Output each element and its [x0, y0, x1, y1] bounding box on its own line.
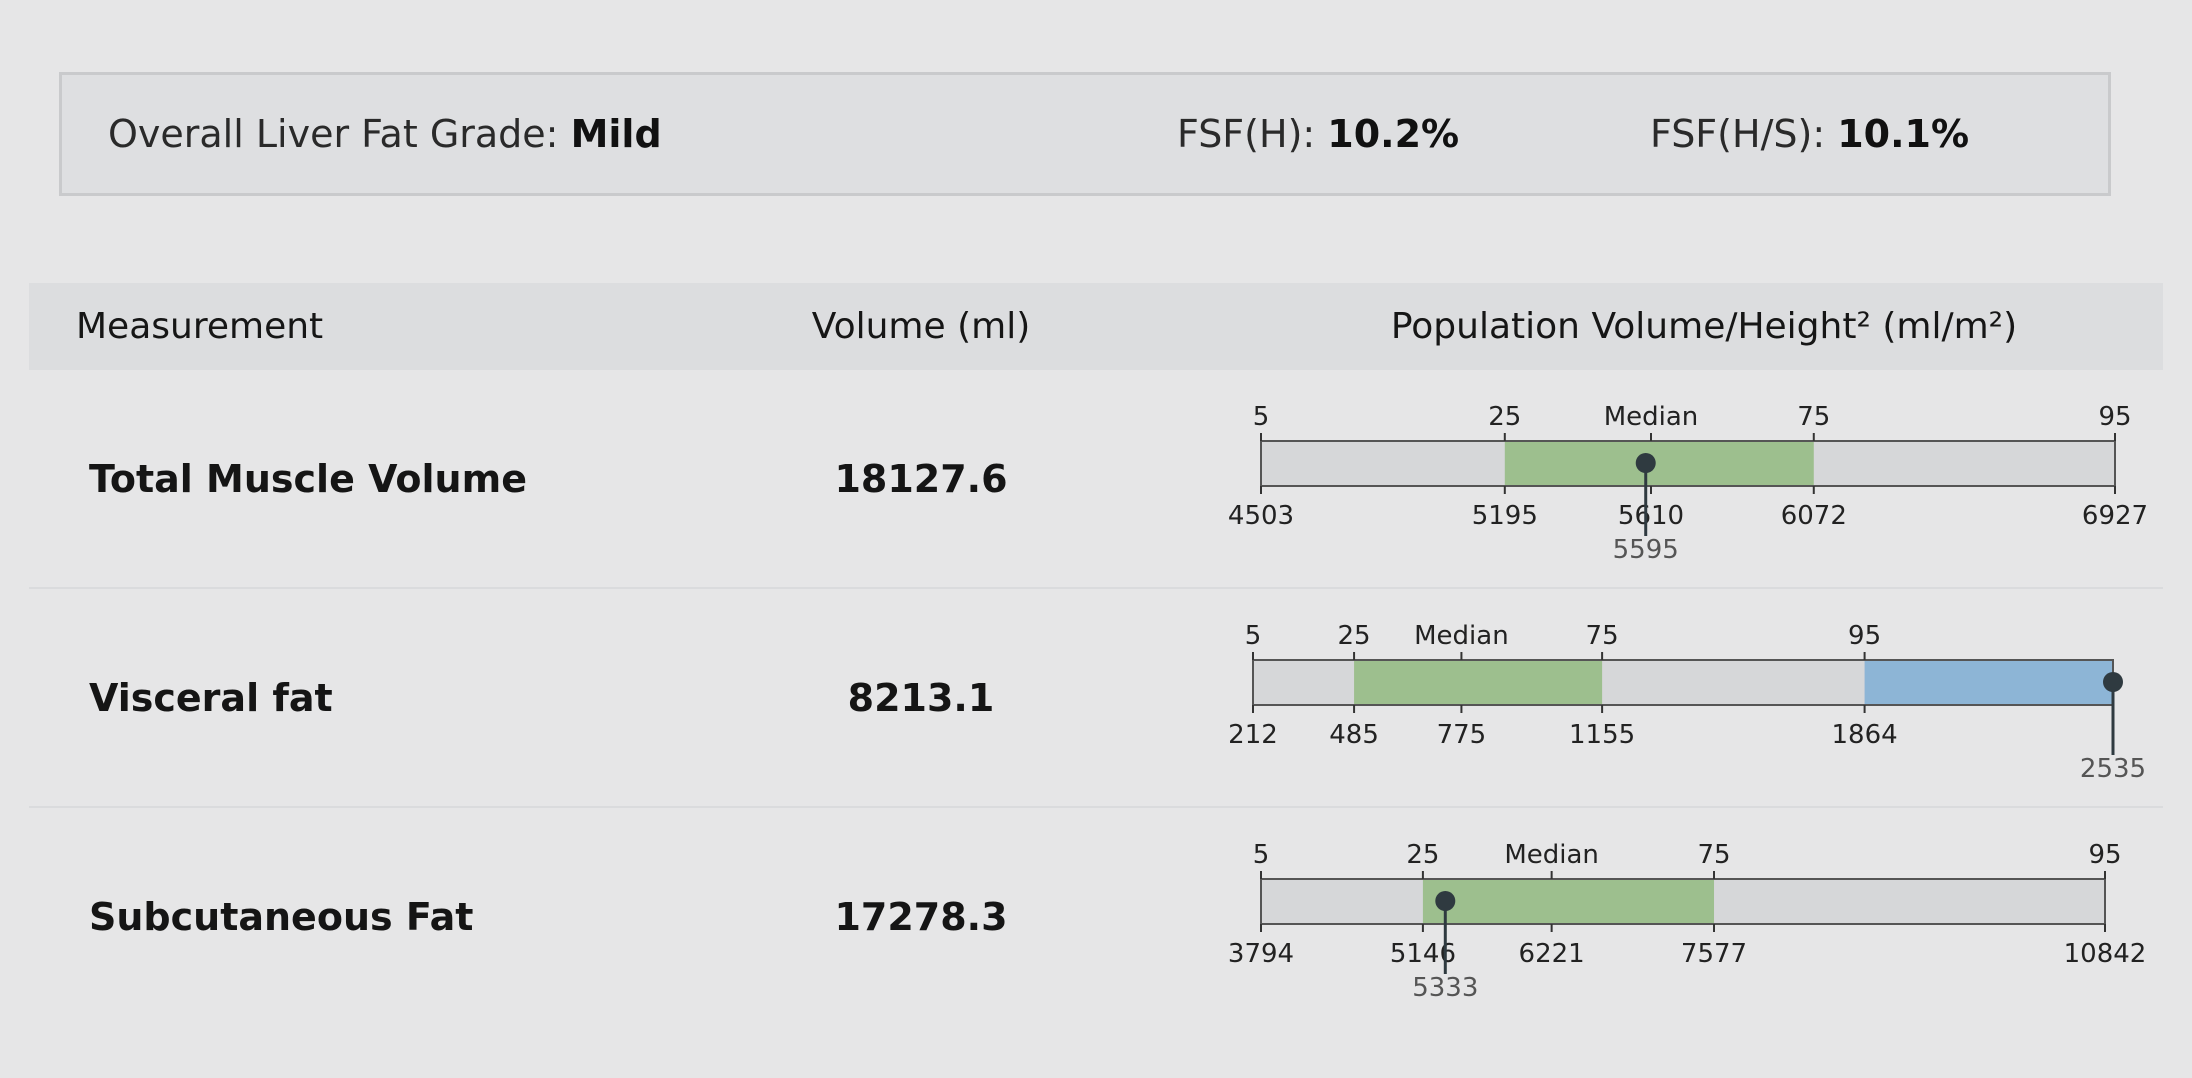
percentile-value-label: 6072	[1781, 501, 1847, 531]
percentile-label: Median	[1604, 402, 1699, 432]
percentile-value-label: 212	[1228, 720, 1278, 750]
percentile-label: 25	[1488, 402, 1521, 432]
above-95-band	[1864, 661, 2113, 704]
column-header-volume: Volume (ml)	[811, 306, 1031, 347]
percentile-value-label: 5195	[1472, 501, 1538, 531]
population-chart-total-muscle: 5 4503 25 5195 Median 5610 75 6072 95 6927 5595	[1189, 370, 2163, 588]
fsf-hs-value: 10.1%	[1837, 112, 1970, 156]
liver-fat-summary-box: Overall Liver Fat Grade: Mild FSF(H): 10…	[59, 72, 2111, 196]
fsf-hs-label: FSF(H/S):	[1650, 112, 1826, 156]
measurement-name: Subcutaneous Fat	[89, 895, 474, 939]
percentile-value-label: 1864	[1832, 720, 1898, 750]
percentile-label: Median	[1414, 621, 1509, 651]
measurement-name: Visceral fat	[89, 676, 333, 720]
percentile-label: 95	[2098, 402, 2131, 432]
liver-fat-grade-value: Mild	[570, 112, 662, 156]
percentile-value-label: 10842	[2064, 939, 2147, 969]
percentile-bar-svg: 5 4503 25 5195 Median 5610 75 6072 95 6927 5595	[1228, 402, 2148, 565]
range-bar-outline	[1260, 440, 2116, 487]
percentile-label: 5	[1253, 840, 1270, 870]
measurement-volume: 17278.3	[834, 895, 1008, 939]
fsf-h-value: 10.2%	[1327, 112, 1460, 156]
column-header-measurement: Measurement	[76, 306, 324, 347]
patient-value-label: 2535	[2080, 754, 2146, 784]
patient-marker-dot	[1635, 453, 1656, 473]
liver-fat-grade: Overall Liver Fat Grade: Mild	[108, 75, 662, 193]
measurement-volume: 8213.1	[847, 676, 995, 720]
column-header-population: Population Volume/Height² (ml/m²)	[1390, 306, 2018, 347]
percentile-label: 95	[1848, 621, 1881, 651]
liver-fat-grade-label: Overall Liver Fat Grade:	[108, 112, 559, 156]
fsf-h: FSF(H): 10.2%	[1177, 75, 1459, 193]
population-chart-subcutaneous-fat: 5 3794 25 5146 Median 6221 75 7577 95 10842 5333	[1189, 808, 2163, 1026]
percentile-label: 25	[1406, 840, 1439, 870]
row-divider	[29, 587, 2163, 589]
percentile-label: 25	[1338, 621, 1371, 651]
percentile-label: 75	[1586, 621, 1619, 651]
percentile-label: 5	[1253, 402, 1270, 432]
patient-value-label: 5595	[1613, 535, 1679, 565]
table-row-visceral-fat: Visceral fat 8213.1 5 212 25 485 Median 775 75…	[29, 589, 2163, 807]
percentile-label: 95	[2088, 840, 2121, 870]
percentile-value-label: 775	[1437, 720, 1487, 750]
percentile-label: 75	[1697, 840, 1730, 870]
percentile-value-label: 5610	[1618, 501, 1684, 531]
percentile-value-label: 1155	[1569, 720, 1635, 750]
measurement-name: Total Muscle Volume	[89, 457, 527, 501]
percentile-value-label: 7577	[1681, 939, 1747, 969]
patient-marker-dot	[2103, 672, 2123, 692]
fsf-h-label: FSF(H):	[1177, 112, 1316, 156]
percentile-label: Median	[1504, 840, 1599, 870]
percentile-value-label: 3794	[1228, 939, 1294, 969]
range-bar-outline	[1260, 878, 2106, 925]
patient-marker-dot	[1435, 891, 1456, 911]
iqr-band	[1354, 661, 1603, 704]
percentile-value-label: 4503	[1228, 501, 1294, 531]
row-divider	[29, 806, 2163, 808]
percentile-bar-svg: 5 212 25 485 Median 775 75 1155 95 1864 2535	[1228, 621, 2146, 784]
fsf-hs: FSF(H/S): 10.1%	[1650, 75, 1969, 193]
patient-value-label: 5333	[1412, 973, 1478, 1003]
percentile-label: 75	[1797, 402, 1830, 432]
table-row-total-muscle: Total Muscle Volume 18127.6 5 4503 25 5195 M…	[29, 370, 2163, 588]
table-header: Measurement Volume (ml) Population Volum…	[29, 283, 2163, 370]
percentile-value-label: 6221	[1519, 939, 1585, 969]
population-chart-visceral-fat: 5 212 25 485 Median 775 75 1155 95 1864 2535	[1189, 589, 2163, 807]
measurement-volume: 18127.6	[834, 457, 1008, 501]
percentile-value-label: 6927	[2082, 501, 2148, 531]
percentile-label: 5	[1245, 621, 1262, 651]
iqr-band	[1422, 880, 1715, 923]
percentile-value-label: 485	[1329, 720, 1379, 750]
table-row-subcutaneous-fat: Subcutaneous Fat 17278.3 5 3794 25 5146 Medi…	[29, 808, 2163, 1026]
iqr-band	[1504, 442, 1814, 485]
